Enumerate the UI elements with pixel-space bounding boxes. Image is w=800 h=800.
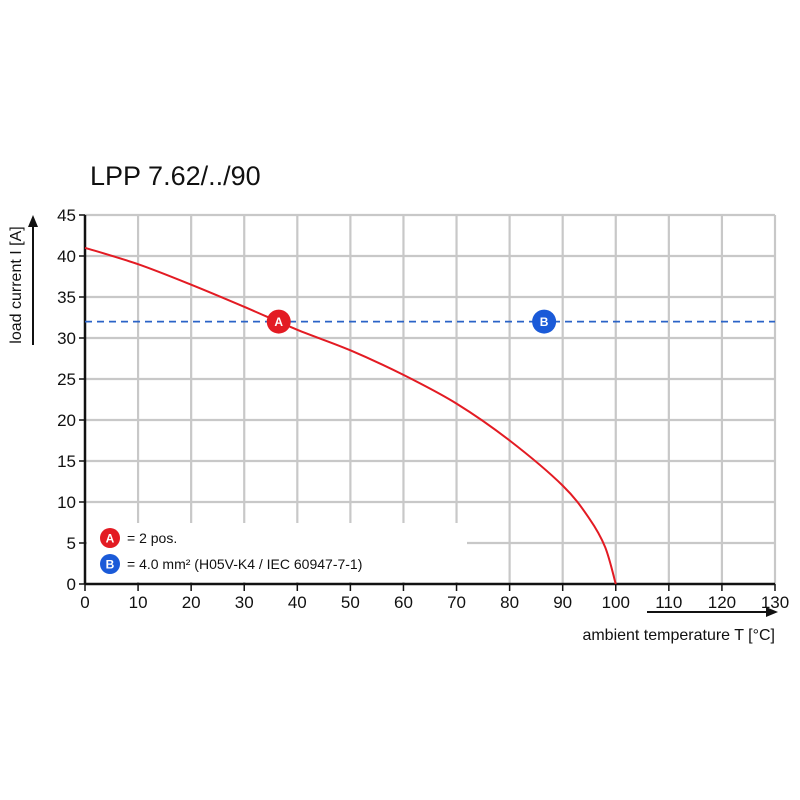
x-tick-label: 80 (500, 593, 519, 612)
x-tick-label: 110 (655, 593, 682, 612)
y-tick-label: 15 (57, 452, 76, 471)
legend-text: = 2 pos. (127, 530, 177, 546)
legend-text: = 4.0 mm² (H05V-K4 / IEC 60947-7-1) (127, 556, 362, 572)
y-tick-label: 5 (67, 534, 76, 553)
y-tick-label: 40 (57, 247, 76, 266)
x-axis-label: ambient temperature T [°C] (582, 627, 775, 644)
marker-a (266, 309, 291, 334)
series-line (84, 246, 617, 585)
marker-label: B (540, 315, 549, 329)
x-tick-label: 40 (288, 593, 307, 612)
y-tick-label: 20 (57, 411, 76, 430)
legend-marker-label: B (106, 558, 115, 572)
y-tick-label: 45 (57, 206, 76, 225)
y-axis-label: load current I [A] (8, 226, 25, 343)
y-axis-arrow-head (28, 215, 38, 227)
y-tick-label: 35 (57, 288, 76, 307)
x-tick-label: 70 (447, 593, 466, 612)
y-tick-label: 30 (57, 329, 76, 348)
marker-label: A (274, 315, 283, 329)
marker-b (532, 309, 557, 334)
chart-title: LPP 7.62/../90 (90, 161, 261, 191)
x-tick-label: 60 (394, 593, 413, 612)
legend-background (87, 523, 467, 582)
x-tick-label: 90 (553, 593, 572, 612)
x-tick-labels: 0 10 20 30 40 50 60 70 80 90 100 110 120 130 (80, 593, 789, 612)
x-axis-arrow-head (766, 607, 778, 617)
x-tick-label: 130 (761, 593, 789, 612)
x-tick-label: 50 (341, 593, 360, 612)
x-tick-label: 0 (80, 593, 89, 612)
series (84, 246, 617, 585)
x-tick-label: 30 (235, 593, 254, 612)
legend-marker (100, 554, 120, 574)
legend-marker (100, 528, 120, 548)
x-tick-label: 20 (182, 593, 201, 612)
legend: A = 2 pos. B = 4.0 mm² (H05V-K4 / IEC 60947… (87, 523, 467, 582)
y-tick-labels: 0 5 10 15 20 25 30 35 40 45 (57, 206, 76, 594)
y-tick-label: 10 (57, 493, 76, 512)
x-tick-label: 100 (602, 593, 630, 612)
y-tick-label: 0 (67, 575, 76, 594)
x-tick-label: 10 (129, 593, 148, 612)
x-tick-label: 120 (708, 593, 736, 612)
y-tick-label: 25 (57, 370, 76, 389)
axes (28, 214, 778, 617)
legend-marker-label: A (106, 532, 115, 546)
